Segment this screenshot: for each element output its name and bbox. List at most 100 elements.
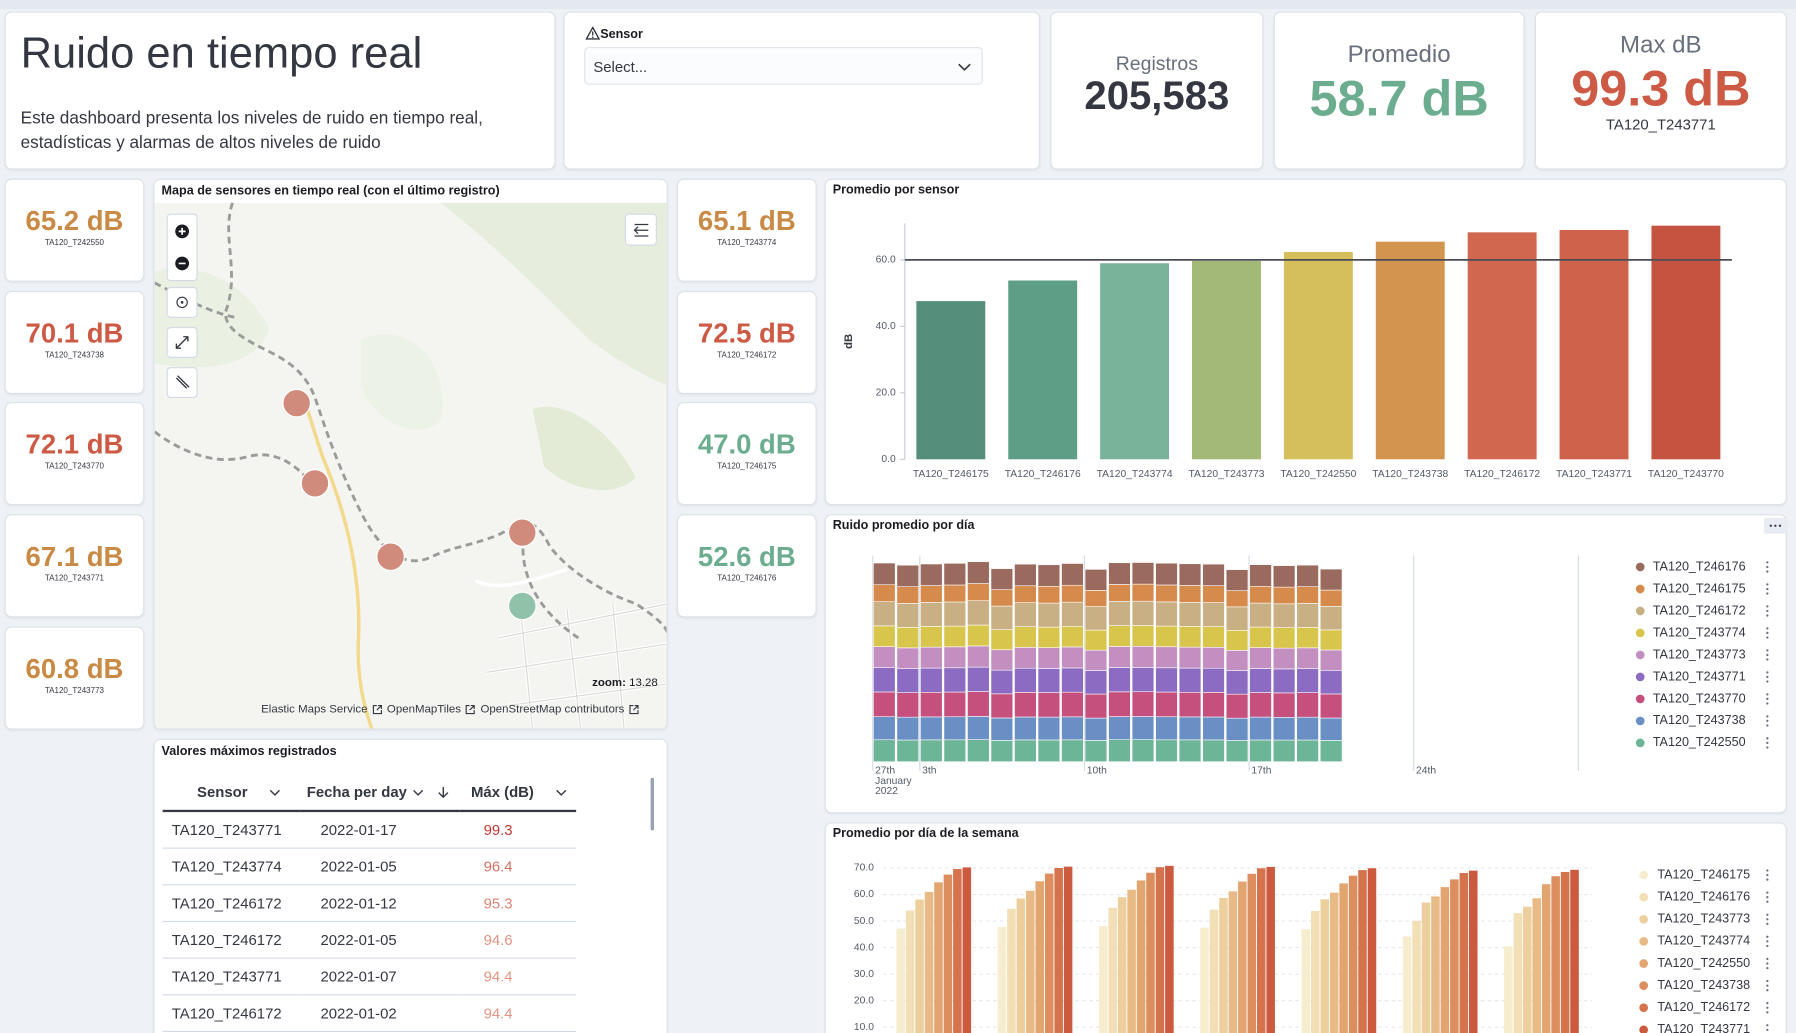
table-row: TA120_T243774 2022-01-05 96.4: [162, 848, 577, 886]
card-value: 72.5 dB: [697, 318, 796, 350]
metric-value: 58.7 dB: [1309, 71, 1489, 128]
card-value: 70.1 dB: [25, 318, 124, 350]
card-sensor: TA120_T243770: [44, 462, 105, 471]
card-sensor: TA120_T246172: [717, 351, 777, 360]
attribution-link[interactable]: OpenMapTiles: [386, 703, 462, 716]
table-cell: 94.6: [459, 921, 577, 959]
table-cell: 2022-01-07: [299, 958, 460, 996]
sensor-filter-panel: Sensor Select...: [563, 11, 1041, 170]
table-cell: 2022-01-02: [299, 994, 460, 1033]
sort-icon: [269, 789, 281, 796]
card-sensor: TA120_T242550: [44, 239, 105, 248]
metric-value: 205,583: [1084, 73, 1230, 118]
card-value: 72.1 dB: [25, 429, 124, 461]
column-header[interactable]: Máx (dB): [459, 773, 577, 813]
column-title: Fecha per day: [306, 782, 407, 801]
table-header: Sensor Fecha per day Máx (dB): [162, 773, 577, 813]
metric-panel: Registros 205,583: [1050, 11, 1264, 170]
metric-panel: Promedio 58.7 dB: [1273, 11, 1525, 170]
metric-label: Registros: [1115, 52, 1198, 75]
zoom-label: zoom:: [592, 676, 626, 690]
table-cell: 95.3: [459, 884, 577, 923]
column-header[interactable]: Sensor: [162, 773, 300, 813]
title-panel: Ruido en tiempo real Este dashboard pres…: [4, 11, 556, 170]
table-cell: TA120_T243771: [162, 1031, 300, 1033]
panel-title: Mapa de sensores en tiempo real (con el …: [161, 184, 500, 199]
card-value: 65.2 dB: [25, 206, 124, 238]
sensor-card: 65.2 dB TA120_T242550: [4, 178, 145, 282]
chart-panel: [824, 514, 1787, 814]
sensor-card: 67.1 dB TA120_T243771: [4, 514, 145, 618]
card-value: 47.0 dB: [697, 429, 796, 461]
table-body: TA120_T243771 2022-01-17 99.3 TA120_T243774…: [162, 810, 577, 1033]
column-title: Sensor: [197, 782, 248, 801]
sensor-card: 72.1 dB TA120_T243770: [4, 402, 145, 506]
dashboard-description: Este dashboard presenta los niveles de r…: [20, 108, 483, 153]
table-row: TA120_T246172 2022-01-12 95.3: [162, 884, 577, 923]
panel-title: Valores máximos registrados: [161, 744, 337, 759]
sensor-card: 60.8 dB TA120_T243773: [4, 626, 145, 730]
table-cell: TA120_T243771: [162, 810, 300, 849]
metric-value: 99.3 dB: [1571, 60, 1751, 117]
external-link-icon: [629, 704, 639, 715]
sort-icon: [413, 786, 449, 799]
table-row: TA120_T243771 2022-01-07 94.4: [162, 958, 577, 996]
card-sensor: TA120_T243774: [717, 239, 777, 248]
max-table: Sensor Fecha per day Máx (dB) TA120_T24377…: [162, 773, 577, 1033]
sensor-card: 47.0 dB TA120_T246175: [676, 402, 817, 506]
card-value: 67.1 dB: [25, 541, 124, 573]
card-sensor: TA120_T246175: [717, 462, 777, 471]
card-value: 52.6 dB: [697, 541, 796, 573]
card-sensor: TA120_T243773: [44, 687, 105, 696]
card-sensor: TA120_T243738: [44, 351, 105, 360]
scrollbar[interactable]: [650, 777, 655, 831]
column-title: Máx (dB): [471, 782, 534, 801]
table-cell: 99.3: [459, 810, 577, 849]
map[interactable]: [154, 202, 668, 730]
table-cell: TA120_T243771: [162, 958, 300, 996]
map-attribution: Elastic Maps Service OpenMapTiles OpenStre…: [261, 703, 639, 716]
top-bar: [0, 0, 1796, 10]
table-cell: TA120_T243774: [162, 848, 300, 886]
table-cell: TA120_T246172: [162, 921, 300, 959]
zoom-indicator: zoom: 13.28: [592, 677, 658, 690]
table-panel: Valores máximos registrados Sensor Fecha …: [153, 738, 668, 1033]
metric-panel: Max dB 99.3 dB TA120_T243771: [1534, 11, 1787, 170]
zoom-value: 13.28: [629, 676, 658, 690]
table-cell: 96.4: [459, 848, 577, 886]
warning-icon: [585, 26, 601, 40]
table-row: TA120_T246172 2022-01-05 94.6: [162, 921, 577, 959]
sensor-card: 72.5 dB TA120_T246172: [676, 290, 817, 395]
chart-panel: [824, 178, 1787, 506]
attribution-link[interactable]: Elastic Maps Service: [261, 703, 368, 716]
map-panel: Mapa de sensores en tiempo real (con el …: [153, 178, 668, 730]
external-link-icon: [466, 704, 476, 715]
card-value: 65.1 dB: [697, 206, 796, 238]
table-cell: 2022-01-05: [299, 848, 460, 886]
table-cell: 2022-01-17: [299, 810, 460, 849]
sensor-select[interactable]: Select...: [584, 46, 983, 85]
table-cell: 2022-01-19: [299, 1031, 460, 1033]
card-value: 60.8 dB: [25, 654, 124, 685]
table-cell: 94.4: [459, 994, 577, 1033]
sensor-card: 70.1 dB TA120_T243738: [4, 290, 145, 395]
metric-label: Max dB: [1620, 32, 1702, 59]
chart-panel: [824, 822, 1787, 1033]
table-row: TA120_T243771 2022-01-17 99.3: [162, 810, 577, 849]
metric-label: Promedio: [1347, 41, 1451, 68]
table-row: TA120_T246172 2022-01-02 94.4: [162, 994, 577, 1033]
table-cell: TA120_T246172: [162, 884, 300, 923]
external-link-icon: [372, 704, 382, 715]
card-sensor: TA120_T246176: [717, 574, 777, 584]
filter-label: Sensor: [600, 27, 643, 42]
sensor-card: 65.1 dB TA120_T243774: [676, 178, 817, 282]
sort-icon: [556, 789, 567, 796]
table-cell: 94.3: [459, 1031, 577, 1033]
attribution-link[interactable]: OpenStreetMap contributors: [480, 703, 625, 716]
column-header[interactable]: Fecha per day: [299, 773, 460, 813]
card-sensor: TA120_T243771: [44, 574, 105, 584]
dashboard-title: Ruido en tiempo real: [20, 29, 423, 78]
sensor-card: 52.6 dB TA120_T246176: [676, 514, 817, 618]
